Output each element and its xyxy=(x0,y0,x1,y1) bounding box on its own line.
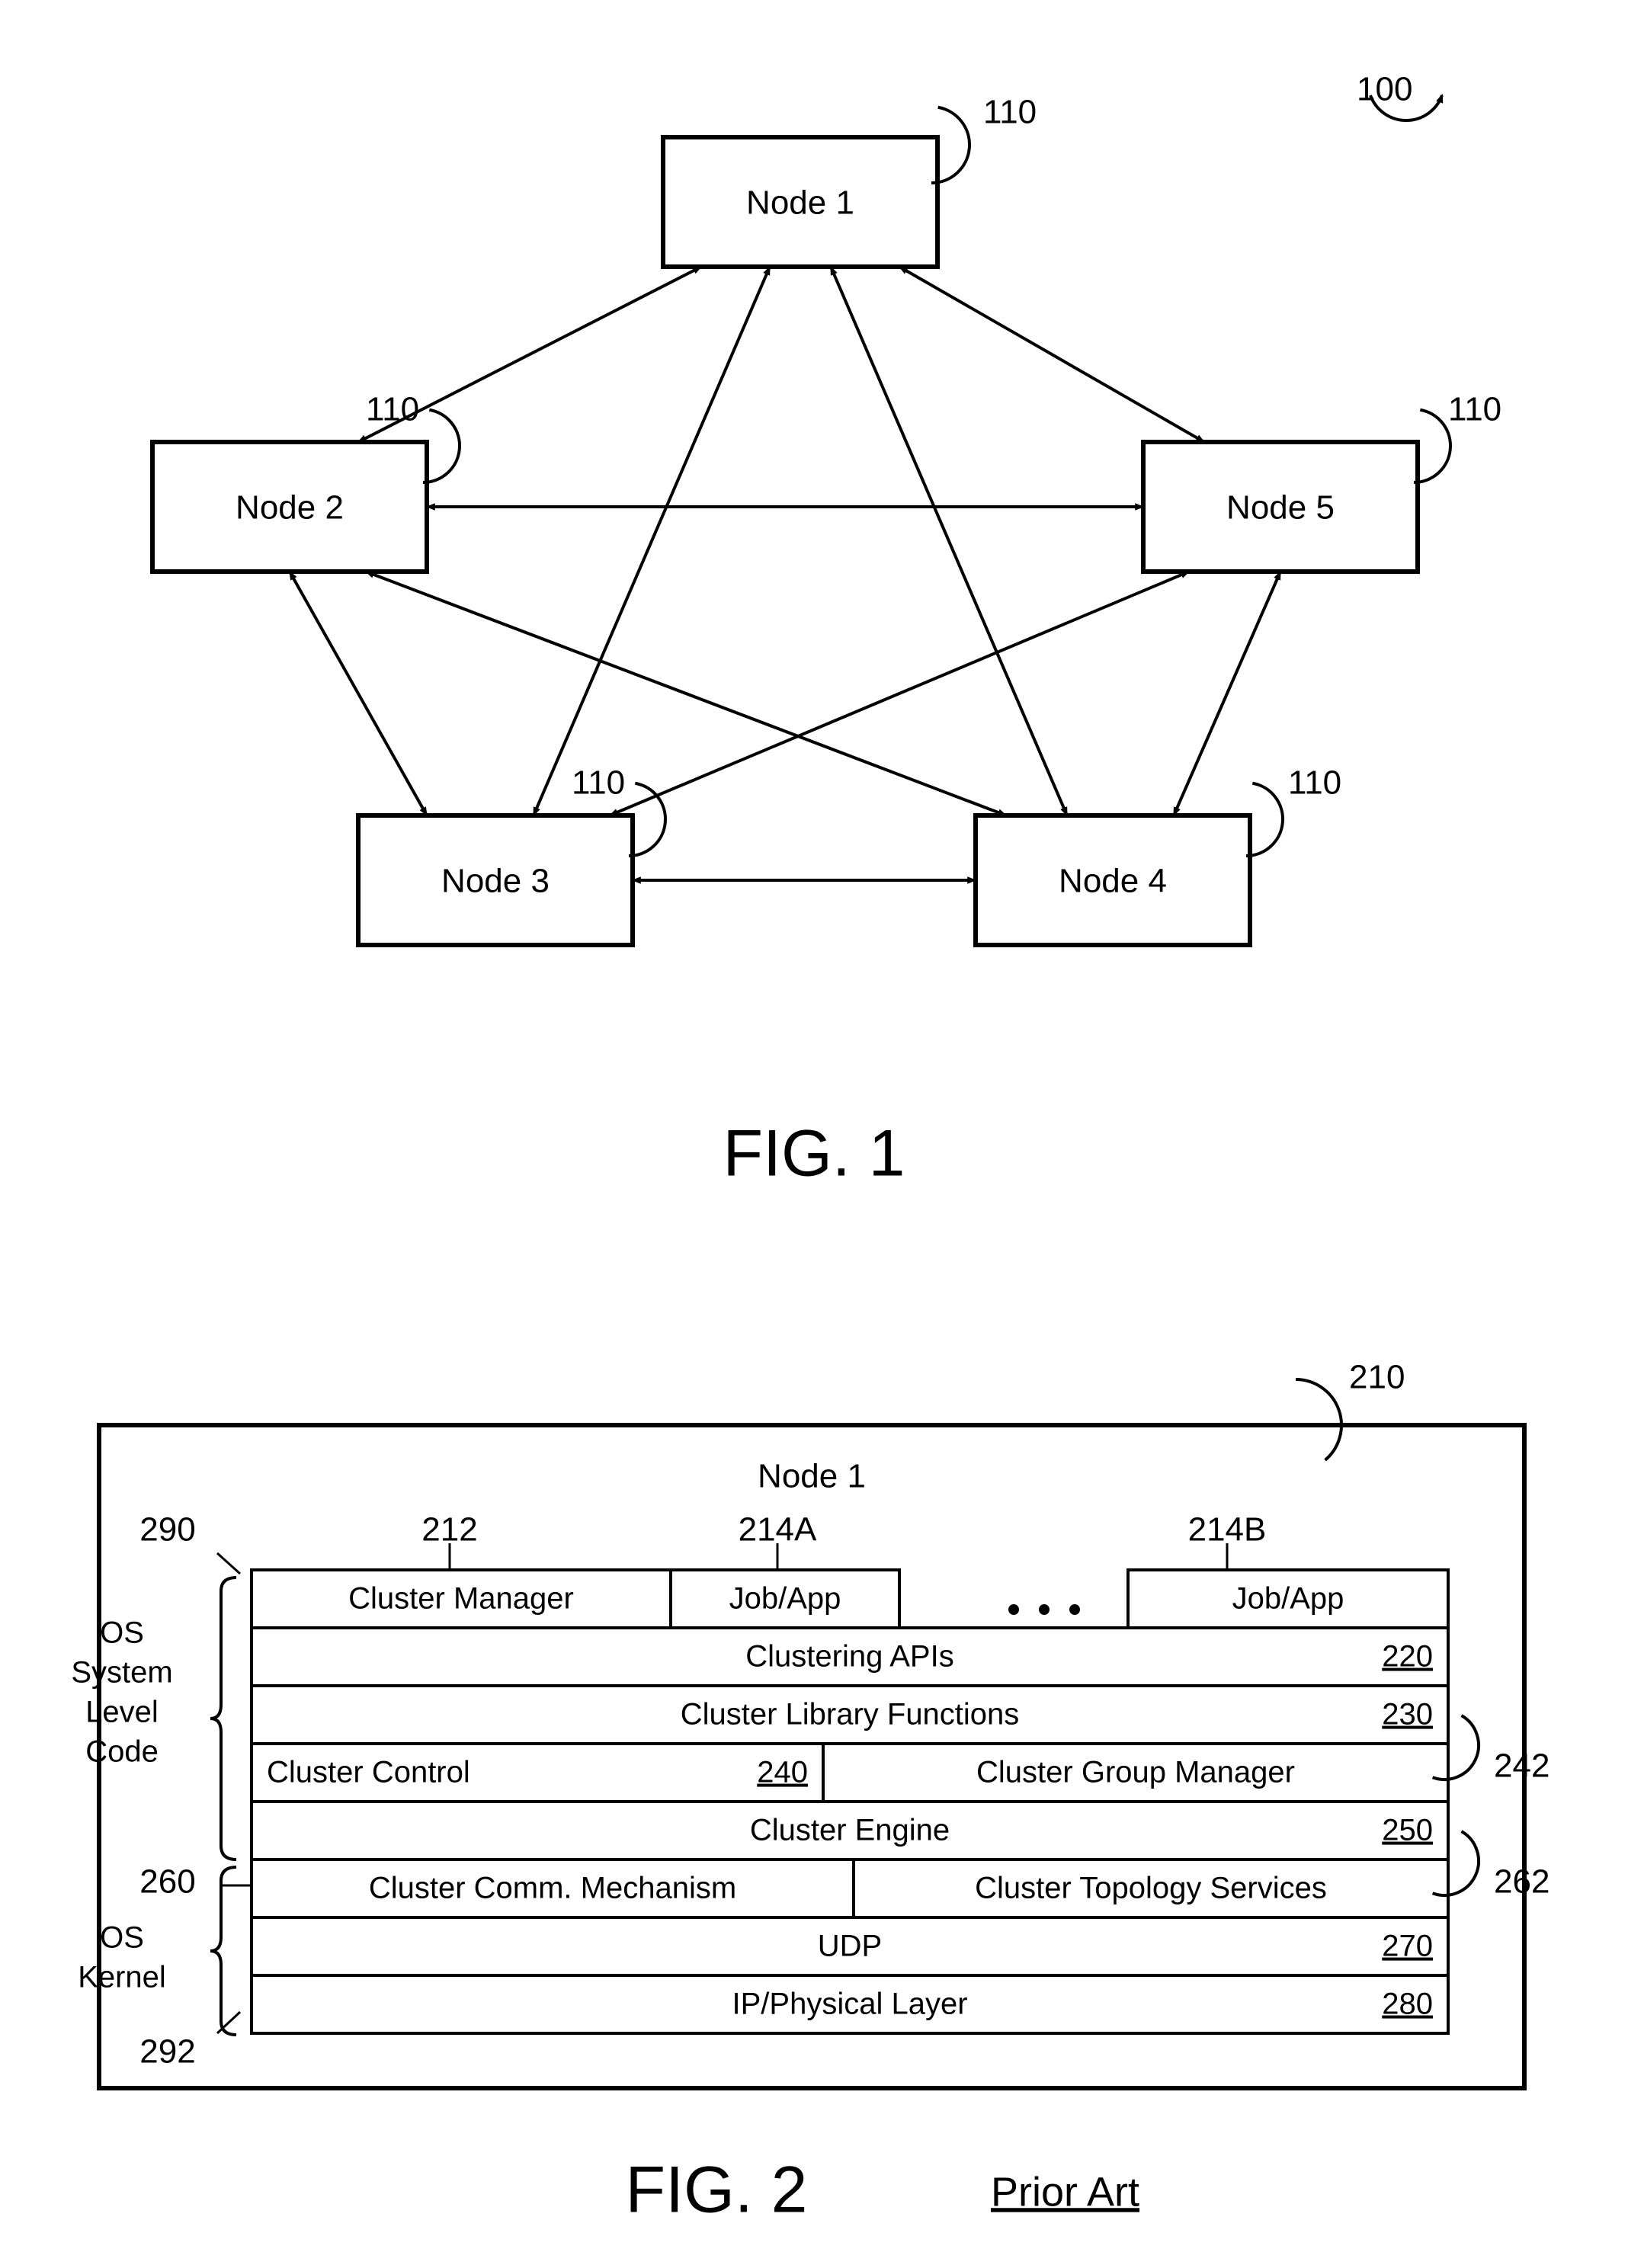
fig2-row-7-ref: 280 xyxy=(1382,1988,1433,2021)
ref-n1: 110 xyxy=(983,94,1037,131)
fig2-leftref-2: 292 xyxy=(139,2033,195,2071)
fig2-row-4-ref: 250 xyxy=(1382,1814,1433,1847)
ref-n5: 110 xyxy=(1448,391,1501,428)
fig2-side-bot-0: OS xyxy=(100,1921,144,1955)
fig2-side-top-1: System xyxy=(71,1656,172,1690)
fig2-row-7-label: IP/Physical Layer xyxy=(732,1988,967,2021)
fig2-row-3-left-ref: 240 xyxy=(757,1756,808,1789)
ref-n2: 110 xyxy=(366,391,419,428)
fig2-topseg-0-label: Cluster Manager xyxy=(348,1582,574,1616)
fig2-side-top-2: Level xyxy=(85,1696,159,1729)
fig2-rightref-1: 262 xyxy=(1494,1863,1549,1901)
fig2-toplabel-1: 214A xyxy=(739,1511,817,1549)
ref-n4: 110 xyxy=(1288,764,1341,802)
node-n4-label: Node 4 xyxy=(1059,863,1167,900)
fig2-priorart: Prior Art xyxy=(991,2169,1139,2215)
fig2-side-top-3: Code xyxy=(85,1735,159,1769)
fig2-row-5-left-label: Cluster Comm. Mechanism xyxy=(369,1872,736,1905)
ref-210: 210 xyxy=(1349,1359,1405,1396)
fig2-row-6-label: UDP xyxy=(818,1930,882,1963)
node-n5-label: Node 5 xyxy=(1226,489,1335,527)
fig2-toplabel-0: 212 xyxy=(421,1511,477,1549)
fig2-topseg-1-label: Job/App xyxy=(729,1582,841,1616)
fig2-dots-2 xyxy=(1069,1604,1080,1615)
node-n3-label: Node 3 xyxy=(441,863,550,900)
fig2-row-5-right-label: Cluster Topology Services xyxy=(975,1872,1327,1905)
fig2-row-1-ref: 220 xyxy=(1382,1640,1433,1674)
fig2-leftref-1: 260 xyxy=(139,1863,195,1901)
fig2-leftref-0: 290 xyxy=(139,1511,195,1549)
fig2-row-3-right-label: Cluster Group Manager xyxy=(976,1756,1295,1789)
fig2-row-3-left-label: Cluster Control xyxy=(267,1756,470,1789)
ref-100: 100 xyxy=(1357,71,1412,108)
fig2-rightref-0: 242 xyxy=(1494,1747,1549,1785)
fig2-dots-1 xyxy=(1039,1604,1050,1615)
fig2-title: FIG. 2 xyxy=(626,2154,808,2227)
fig2-row-6-ref: 270 xyxy=(1382,1930,1433,1963)
fig2-row-4-label: Cluster Engine xyxy=(750,1814,950,1847)
fig2-dots-0 xyxy=(1008,1604,1019,1615)
fig2-toplabel-2: 214B xyxy=(1188,1511,1267,1549)
fig2-side-bot-1: Kernel xyxy=(78,1961,166,1994)
node-n2-label: Node 2 xyxy=(236,489,344,527)
fig2-row-2-label: Cluster Library Functions xyxy=(681,1698,1020,1731)
fig2-topseg-2-label: Job/App xyxy=(1232,1582,1344,1616)
fig1-title: FIG. 1 xyxy=(723,1117,905,1190)
fig2-side-top-0: OS xyxy=(100,1616,144,1650)
fig2-row-1-label: Clustering APIs xyxy=(745,1640,953,1674)
node-n1-label: Node 1 xyxy=(746,184,854,222)
fig2-node-title: Node 1 xyxy=(758,1458,866,1495)
fig2-row-2-ref: 230 xyxy=(1382,1698,1433,1731)
ref-n3: 110 xyxy=(572,764,625,802)
